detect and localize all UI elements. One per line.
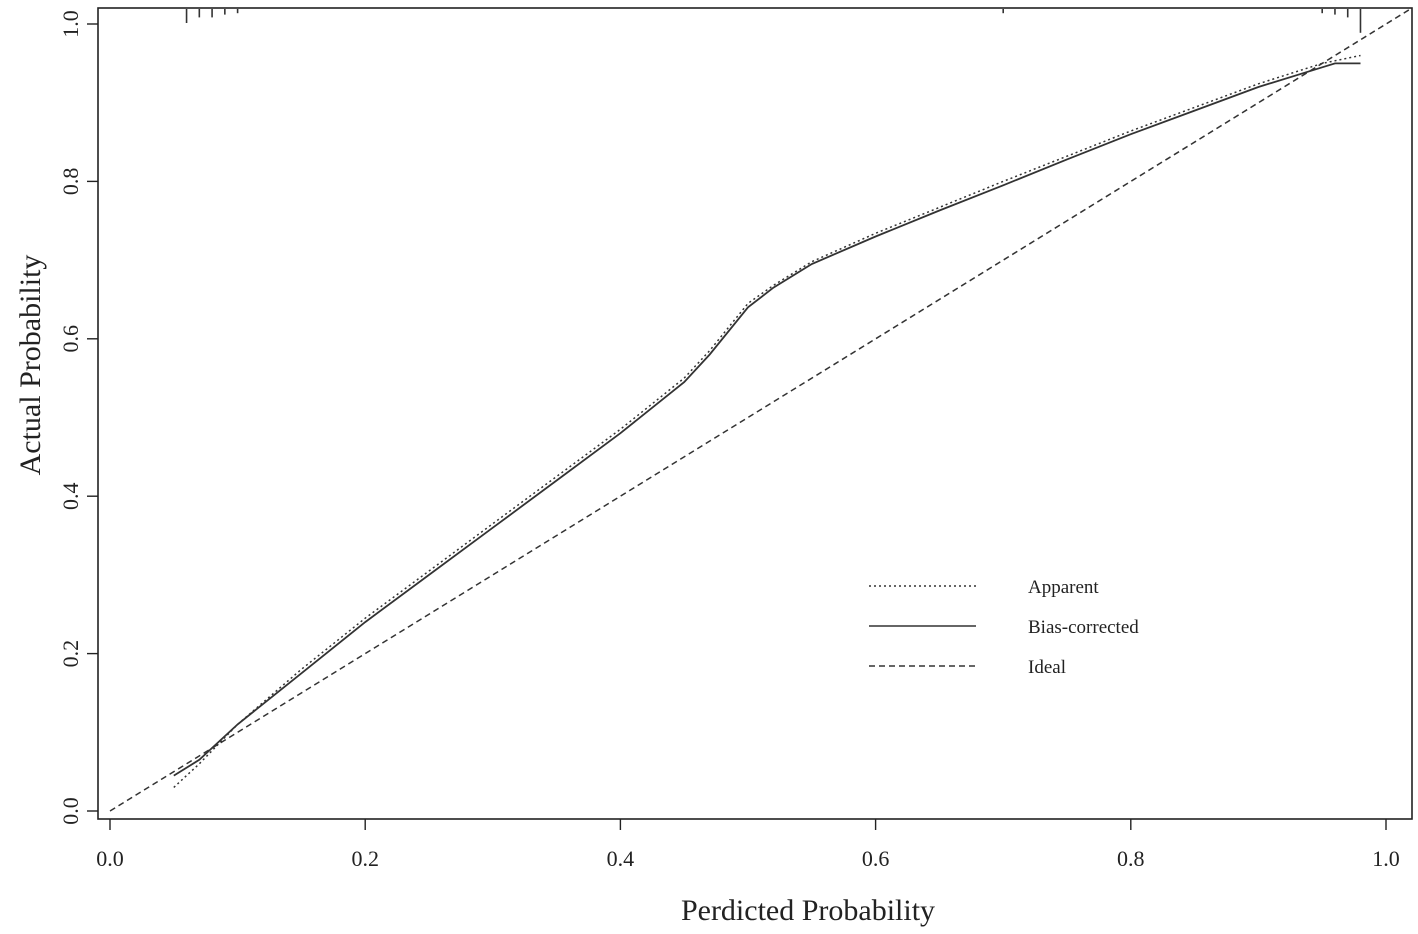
rug-marks [185,9,1362,33]
y-tick-label: 0.8 [58,168,83,196]
x-tick-label: 0.6 [862,846,890,871]
x-tick-label: 0.0 [96,846,124,871]
y-tick-label: 0.2 [58,640,83,668]
y-axis: 0.0 0.2 0.4 0.6 0.8 1.0 [58,10,98,825]
series-ideal-line [109,7,1412,812]
x-tick-label: 0.8 [1117,846,1145,871]
legend-label: Apparent [1028,577,1099,598]
y-axis-title: Actual Probability [14,255,47,476]
x-tick-label: 1.0 [1372,846,1400,871]
y-tick-label: 0.0 [58,797,83,825]
series-bias-corrected-line [173,62,1361,777]
x-tick-label: 0.2 [351,846,379,871]
x-axis: 0.0 0.2 0.4 0.6 0.8 1.0 [96,819,1400,871]
y-tick-label: 0.4 [58,482,83,510]
y-tick-label: 0.6 [58,325,83,353]
x-axis-title: Perdicted Probability [681,894,935,927]
legend-label: Ideal [1028,657,1066,678]
series-layer [109,7,1412,812]
plot-frame [97,7,1413,820]
y-tick-label: 1.0 [58,10,83,38]
x-tick-label: 0.4 [607,846,635,871]
series-apparent-line [173,54,1361,788]
legend-label: Bias-corrected [1028,617,1139,638]
legend: Apparent Bias-corrected Ideal [869,577,1139,678]
